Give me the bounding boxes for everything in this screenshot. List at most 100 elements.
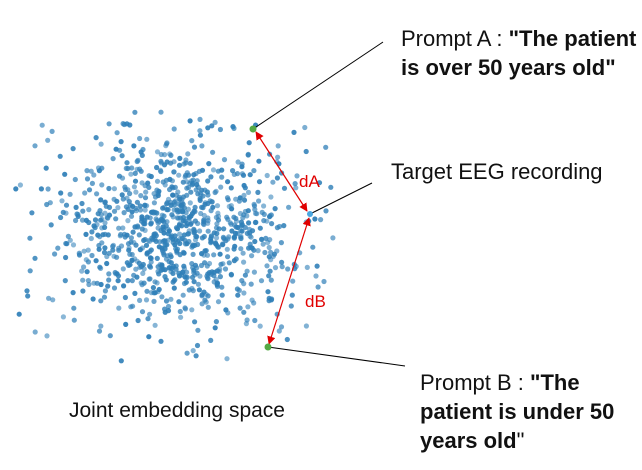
leader-line-prompt-a (252, 41, 384, 130)
embedding-point (44, 201, 50, 208)
embedding-point (27, 268, 33, 274)
embedding-point (83, 231, 89, 237)
embedding-point (211, 279, 217, 285)
embedding-point (147, 311, 153, 317)
embedding-point (303, 323, 309, 329)
embedding-point (290, 278, 296, 284)
embedding-point (196, 168, 202, 174)
embedding-point (167, 151, 173, 157)
embedding-point (86, 187, 93, 193)
embedding-point (303, 148, 309, 155)
embedding-point (212, 240, 219, 246)
embedding-point (264, 218, 270, 224)
embedding-point (110, 156, 116, 162)
embedding-point (177, 231, 183, 237)
embedding-point (134, 274, 140, 280)
embedding-point (172, 277, 178, 283)
embedding-point (181, 265, 187, 272)
embedding-point (147, 263, 153, 269)
embedding-point (114, 130, 120, 136)
embedding-point (189, 261, 195, 267)
embedding-point (60, 314, 66, 320)
embedding-point (247, 241, 253, 247)
embedding-point (89, 252, 95, 259)
embedding-point (92, 217, 99, 223)
embedding-point (73, 217, 79, 224)
embedding-point (116, 245, 122, 251)
embedding-point (139, 226, 145, 232)
embedding-point (166, 259, 172, 265)
embedding-point (67, 237, 73, 243)
embedding-point (249, 253, 255, 259)
embedding-point (199, 204, 205, 210)
embedding-point (154, 149, 161, 155)
embedding-point (154, 210, 160, 216)
embedding-point (204, 273, 210, 279)
embedding-point (232, 230, 239, 236)
embedding-point (55, 245, 61, 251)
embedding-point (104, 253, 110, 260)
embedding-point (132, 256, 138, 262)
embedding-point (204, 189, 210, 195)
prompt-a-prefix: Prompt A : (401, 26, 509, 51)
embedding-point (63, 202, 70, 208)
embedding-point (318, 217, 324, 223)
embedding-point (244, 230, 250, 236)
embedding-point (219, 284, 225, 290)
embedding-point (251, 168, 257, 174)
embedding-point-cloud (13, 109, 336, 364)
embedding-point (213, 225, 220, 231)
embedding-point (135, 317, 141, 324)
embedding-point (164, 141, 170, 147)
embedding-point (182, 274, 188, 280)
embedding-point (197, 128, 203, 134)
embedding-point (255, 189, 261, 195)
embedding-point (139, 180, 145, 186)
embedding-point (195, 184, 201, 190)
embedding-point (39, 122, 45, 128)
embedding-point (212, 325, 218, 331)
embedding-point (211, 252, 217, 258)
embedding-point (249, 245, 255, 251)
embedding-point (208, 337, 214, 343)
embedding-point (189, 307, 195, 313)
embedding-point (197, 228, 203, 234)
embedding-point (139, 245, 145, 251)
embedding-point (162, 267, 168, 273)
embedding-point (171, 169, 177, 175)
embedding-point (58, 190, 64, 196)
embedding-point (188, 189, 194, 195)
embedding-point (146, 184, 152, 190)
embedding-point (239, 164, 245, 170)
embedding-point (99, 182, 105, 188)
embedding-point (154, 280, 160, 286)
embedding-point (210, 204, 216, 210)
embedding-point (248, 281, 254, 287)
embedding-point (183, 210, 189, 216)
embedding-point (124, 232, 130, 238)
embedding-point (285, 266, 291, 272)
embedding-point (49, 128, 55, 134)
embedding-point (129, 251, 135, 258)
embedding-point (168, 296, 174, 302)
embedding-point (263, 235, 269, 241)
embedding-point (286, 204, 292, 210)
embedding-point (144, 250, 151, 256)
embedding-point (82, 190, 88, 196)
embedding-point (241, 212, 247, 218)
embedding-point (190, 251, 196, 257)
embedding-point (179, 223, 185, 229)
embedding-point (151, 200, 157, 206)
embedding-point (288, 303, 294, 309)
embedding-point (194, 178, 200, 184)
embedding-point (48, 222, 54, 228)
embedding-point (185, 151, 191, 157)
embedding-point (177, 236, 183, 242)
embedding-point (105, 283, 111, 289)
embedding-point (93, 258, 99, 264)
embedding-point (246, 140, 252, 146)
embedding-point (173, 263, 179, 269)
embedding-point (73, 204, 79, 210)
embedding-point (134, 158, 140, 165)
embedding-point (25, 293, 31, 299)
